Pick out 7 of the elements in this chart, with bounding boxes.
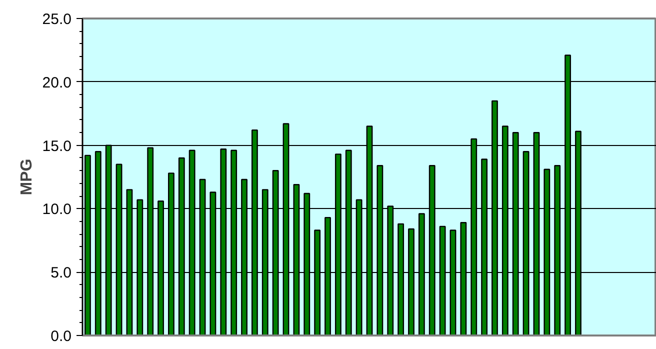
y-axis-title: MPG: [18, 158, 36, 196]
y-tick-label: 25.0: [42, 11, 72, 28]
y-tick-label: 10.0: [42, 201, 72, 218]
y-tick-label: 5.0: [50, 264, 72, 282]
y-tick-label: 0.0: [50, 328, 72, 345]
y-tick-label: 20.0: [42, 74, 72, 92]
y-tick-label: 15.0: [42, 138, 72, 155]
